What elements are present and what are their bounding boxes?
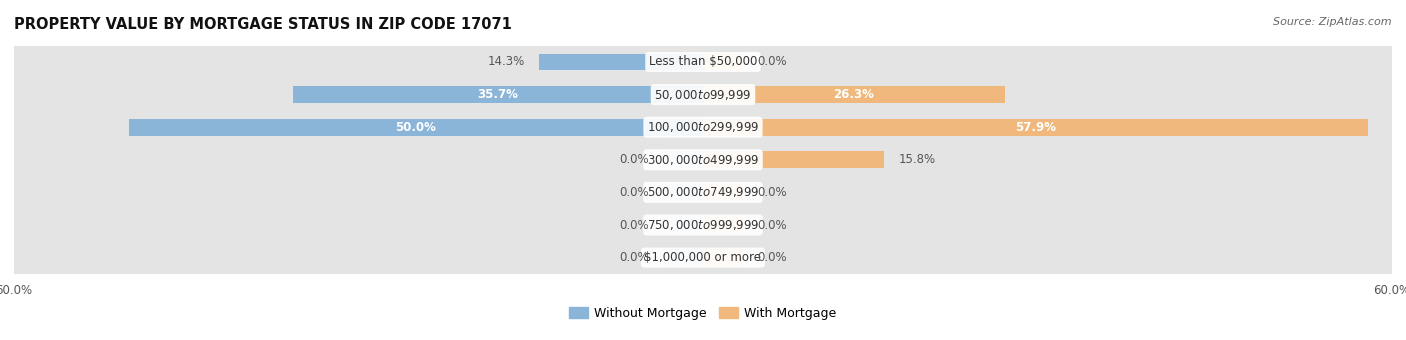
Text: $50,000 to $99,999: $50,000 to $99,999 — [654, 88, 752, 102]
Text: 15.8%: 15.8% — [898, 153, 935, 166]
Text: 50.0%: 50.0% — [395, 121, 436, 134]
Text: 26.3%: 26.3% — [834, 88, 875, 101]
Bar — [703, 119, 1368, 136]
Bar — [662, 151, 703, 168]
Text: 35.7%: 35.7% — [478, 88, 519, 101]
Bar — [662, 249, 703, 266]
Bar — [703, 151, 884, 168]
Bar — [14, 241, 1392, 274]
Bar — [14, 46, 1392, 78]
Bar — [14, 176, 1392, 209]
Bar — [14, 143, 1392, 176]
Text: 0.0%: 0.0% — [756, 219, 786, 232]
Bar — [14, 111, 1392, 143]
Text: Less than $50,000: Less than $50,000 — [648, 55, 758, 68]
Text: 0.0%: 0.0% — [620, 186, 650, 199]
Text: $100,000 to $299,999: $100,000 to $299,999 — [647, 120, 759, 134]
Text: 0.0%: 0.0% — [756, 55, 786, 68]
Bar — [703, 86, 1005, 103]
Bar — [703, 249, 744, 266]
Bar — [14, 78, 1392, 111]
Bar — [662, 217, 703, 234]
Text: $500,000 to $749,999: $500,000 to $749,999 — [647, 185, 759, 199]
Bar — [129, 119, 703, 136]
Bar — [703, 184, 744, 201]
Bar — [292, 86, 703, 103]
Bar — [14, 209, 1392, 241]
Bar — [703, 217, 744, 234]
Text: $300,000 to $499,999: $300,000 to $499,999 — [647, 153, 759, 167]
Text: $750,000 to $999,999: $750,000 to $999,999 — [647, 218, 759, 232]
Legend: Without Mortgage, With Mortgage: Without Mortgage, With Mortgage — [564, 302, 842, 325]
Text: $1,000,000 or more: $1,000,000 or more — [644, 251, 762, 264]
Text: PROPERTY VALUE BY MORTGAGE STATUS IN ZIP CODE 17071: PROPERTY VALUE BY MORTGAGE STATUS IN ZIP… — [14, 17, 512, 32]
Text: 14.3%: 14.3% — [488, 55, 524, 68]
Text: 0.0%: 0.0% — [620, 251, 650, 264]
Text: 0.0%: 0.0% — [620, 153, 650, 166]
Bar — [703, 53, 744, 70]
Text: 0.0%: 0.0% — [756, 251, 786, 264]
Text: Source: ZipAtlas.com: Source: ZipAtlas.com — [1274, 17, 1392, 27]
Bar — [538, 53, 703, 70]
Text: 57.9%: 57.9% — [1015, 121, 1056, 134]
Bar — [662, 184, 703, 201]
Text: 0.0%: 0.0% — [620, 219, 650, 232]
Text: 0.0%: 0.0% — [756, 186, 786, 199]
